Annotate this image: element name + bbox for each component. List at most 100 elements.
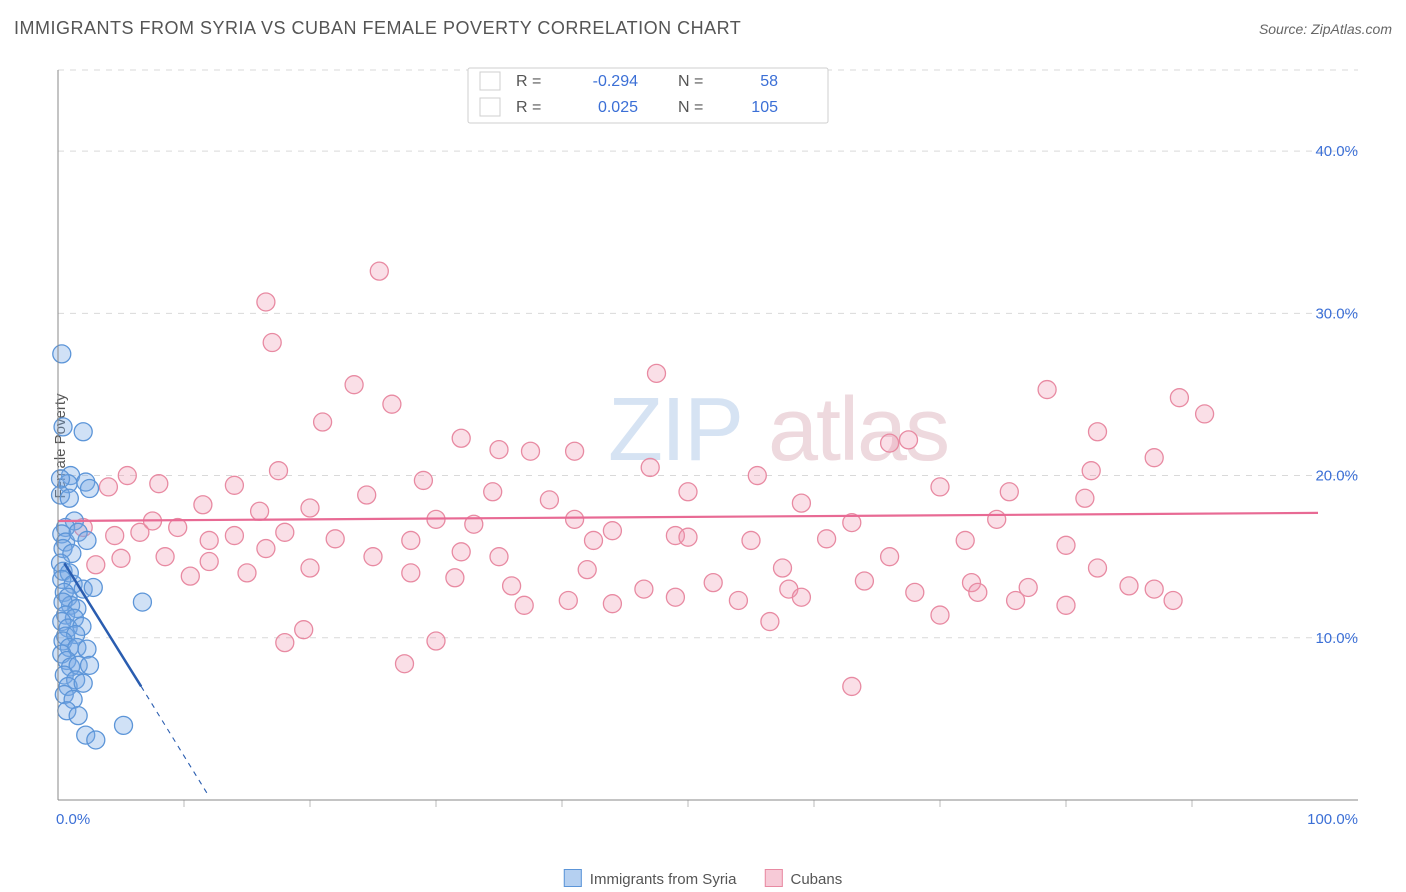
data-point-pink <box>1196 405 1214 423</box>
data-point-pink <box>729 591 747 609</box>
data-point-pink <box>931 478 949 496</box>
data-point-pink <box>666 588 684 606</box>
data-point-pink <box>515 596 533 614</box>
bottom-legend: Immigrants from Syria Cubans <box>564 869 842 888</box>
x-tick-label-max: 100.0% <box>1307 811 1358 828</box>
data-point-blue <box>81 656 99 674</box>
data-point-pink <box>742 531 760 549</box>
data-point-pink <box>1145 449 1163 467</box>
data-point-pink <box>257 293 275 311</box>
watermark-atlas: atlas <box>768 380 948 480</box>
data-point-pink <box>181 567 199 585</box>
data-point-pink <box>1164 591 1182 609</box>
data-point-pink <box>956 531 974 549</box>
stats-swatch <box>480 72 500 90</box>
data-point-pink <box>490 441 508 459</box>
data-point-pink <box>326 530 344 548</box>
data-point-pink <box>881 434 899 452</box>
data-point-pink <box>540 491 558 509</box>
data-point-pink <box>931 606 949 624</box>
data-point-blue <box>53 345 71 363</box>
stats-n-label: N = <box>678 73 703 90</box>
data-point-pink <box>301 559 319 577</box>
data-point-pink <box>452 429 470 447</box>
legend-item-cubans: Cubans <box>765 869 843 888</box>
data-point-pink <box>276 523 294 541</box>
title-bar: IMMIGRANTS FROM SYRIA VS CUBAN FEMALE PO… <box>14 18 1392 39</box>
data-point-pink <box>1120 577 1138 595</box>
data-point-pink <box>603 595 621 613</box>
data-point-pink <box>238 564 256 582</box>
legend-swatch-pink <box>765 869 783 887</box>
legend-label-syria: Immigrants from Syria <box>590 871 737 888</box>
data-point-pink <box>263 334 281 352</box>
data-point-blue <box>84 578 102 596</box>
y-tick-label: 10.0% <box>1315 630 1358 647</box>
stats-r-value: 0.025 <box>598 99 638 116</box>
data-point-blue <box>69 707 87 725</box>
data-point-pink <box>446 569 464 587</box>
data-point-pink <box>603 522 621 540</box>
data-point-pink <box>566 510 584 528</box>
data-point-pink <box>843 677 861 695</box>
data-point-pink <box>585 531 603 549</box>
data-point-pink <box>748 467 766 485</box>
data-point-pink <box>87 556 105 574</box>
data-point-pink <box>427 632 445 650</box>
stats-n-label: N = <box>678 99 703 116</box>
stats-r-label: R = <box>516 73 541 90</box>
data-point-blue <box>60 489 78 507</box>
data-point-pink <box>855 572 873 590</box>
data-point-pink <box>906 583 924 601</box>
data-point-pink <box>251 502 269 520</box>
data-point-pink <box>402 531 420 549</box>
data-point-pink <box>1038 381 1056 399</box>
stats-n-value: 58 <box>760 73 778 90</box>
scatter-plot: 10.0%20.0%30.0%40.0%ZIPatlas0.0%100.0%R … <box>48 60 1368 830</box>
data-point-pink <box>200 531 218 549</box>
data-point-pink <box>150 475 168 493</box>
data-point-pink <box>792 588 810 606</box>
stats-r-label: R = <box>516 99 541 116</box>
data-point-pink <box>774 559 792 577</box>
stats-swatch <box>480 98 500 116</box>
data-point-pink <box>490 548 508 566</box>
data-point-pink <box>881 548 899 566</box>
data-point-pink <box>1057 536 1075 554</box>
data-point-pink <box>106 527 124 545</box>
data-point-blue <box>54 418 72 436</box>
data-point-pink <box>225 527 243 545</box>
data-point-pink <box>559 591 577 609</box>
data-point-pink <box>522 442 540 460</box>
watermark-zip: ZIP <box>608 380 742 480</box>
data-point-pink <box>345 376 363 394</box>
y-tick-label: 40.0% <box>1315 143 1358 160</box>
data-point-pink <box>1057 596 1075 614</box>
data-point-pink <box>641 458 659 476</box>
data-point-pink <box>414 471 432 489</box>
stats-r-value: -0.294 <box>593 73 638 90</box>
data-point-blue <box>81 480 99 498</box>
regression-line-blue-extrapolated <box>141 686 209 796</box>
data-point-pink <box>679 528 697 546</box>
data-point-pink <box>1019 578 1037 596</box>
data-point-blue <box>133 593 151 611</box>
data-point-pink <box>566 442 584 460</box>
data-point-pink <box>257 540 275 558</box>
data-point-pink <box>484 483 502 501</box>
data-point-pink <box>194 496 212 514</box>
data-point-pink <box>1170 389 1188 407</box>
stats-n-value: 105 <box>751 99 778 116</box>
data-point-pink <box>648 364 666 382</box>
data-point-pink <box>118 467 136 485</box>
data-point-pink <box>761 613 779 631</box>
data-point-blue <box>87 731 105 749</box>
data-point-pink <box>1145 580 1163 598</box>
legend-label-cubans: Cubans <box>791 871 843 888</box>
data-point-pink <box>156 548 174 566</box>
data-point-pink <box>1089 423 1107 441</box>
data-point-pink <box>402 564 420 582</box>
x-tick-label-min: 0.0% <box>56 811 90 828</box>
data-point-blue <box>74 674 92 692</box>
y-tick-label: 30.0% <box>1315 305 1358 322</box>
